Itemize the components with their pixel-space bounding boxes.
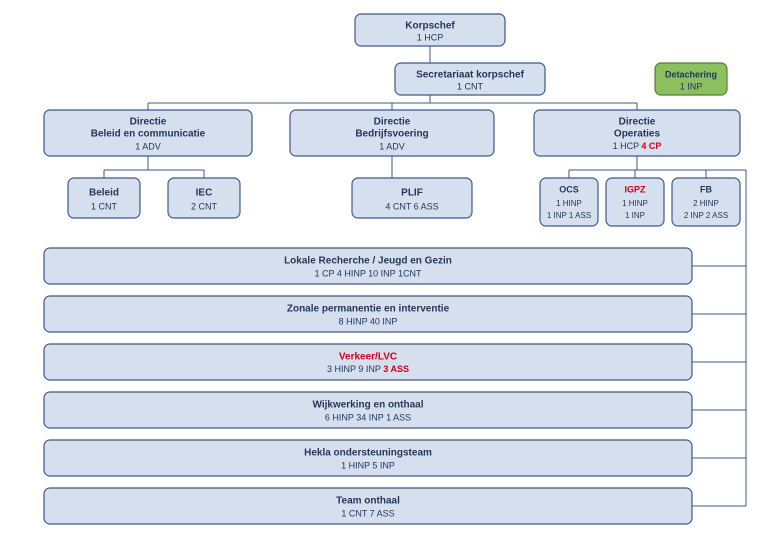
detachering-sub: 1 INP — [680, 81, 703, 91]
fb-title: FB — [700, 184, 712, 194]
hekla-sub: 1 HINP 5 INP — [341, 460, 395, 470]
fb-s1: 2 HINP — [693, 199, 719, 208]
team_onthaal-title: Team onthaal — [336, 496, 400, 507]
hekla-title: Hekla ondersteuningsteam — [304, 448, 432, 459]
secretariat-title: Secretariaat korpschef — [416, 70, 525, 81]
dir-op-t1: Directie — [619, 117, 656, 128]
team_onthaal-sub: 1 CNT 7 ASS — [341, 508, 394, 518]
iec-title: IEC — [196, 188, 213, 199]
dir-op-t2: Operaties — [614, 129, 661, 140]
wijkwerking-sub: 6 HINP 34 INP 1 ASS — [325, 412, 411, 422]
beleid-title: Beleid — [89, 188, 119, 199]
verkeer_lvc-title: Verkeer/LVC — [339, 352, 397, 363]
beleid-sub: 1 CNT — [91, 201, 118, 211]
dir-bv-t2: Bedrijfsvoering — [355, 129, 428, 140]
ocs-s1: 1 HINP — [556, 199, 582, 208]
igpz-title: IGPZ — [624, 184, 646, 194]
dir-bel-t2: Beleid en communicatie — [91, 129, 206, 140]
lokale_recherche-sub: 1 CP 4 HINP 10 INP 1CNT — [314, 268, 422, 278]
plif-title: PLIF — [401, 188, 423, 199]
ocs-s2: 1 INP 1 ASS — [547, 211, 591, 220]
dir-bv-sub: 1 ADV — [379, 141, 405, 151]
plif-sub: 4 CNT 6 ASS — [385, 201, 438, 211]
zonale_permanentie-title: Zonale permanentie en interventie — [287, 304, 450, 315]
dir-op-sub: 1 HCP 4 CP — [613, 141, 662, 151]
igpz-s1: 1 HINP — [622, 199, 648, 208]
korpschef-sub: 1 HCP — [417, 32, 444, 42]
dir-bel-t1: Directie — [130, 117, 167, 128]
korpschef-title: Korpschef — [405, 21, 455, 32]
detachering-title: Detachering — [665, 69, 717, 79]
lokale_recherche-title: Lokale Recherche / Jeugd en Gezin — [284, 256, 452, 267]
fb-s2: 2 INP 2 ASS — [684, 211, 728, 220]
dir-bv-t1: Directie — [374, 117, 411, 128]
dir-bel-sub: 1 ADV — [135, 141, 161, 151]
verkeer_lvc-sub: 3 HINP 9 INP 3 ASS — [327, 364, 409, 374]
ocs-title: OCS — [559, 184, 579, 194]
wijkwerking-title: Wijkwerking en onthaal — [312, 400, 423, 411]
igpz-s2: 1 INP — [625, 211, 645, 220]
iec-sub: 2 CNT — [191, 201, 218, 211]
zonale_permanentie-sub: 8 HINP 40 INP — [339, 316, 398, 326]
secretariat-sub: 1 CNT — [457, 81, 484, 91]
org-chart: Korpschef1 HCPSecretariaat korpschef1 CN… — [0, 0, 770, 556]
